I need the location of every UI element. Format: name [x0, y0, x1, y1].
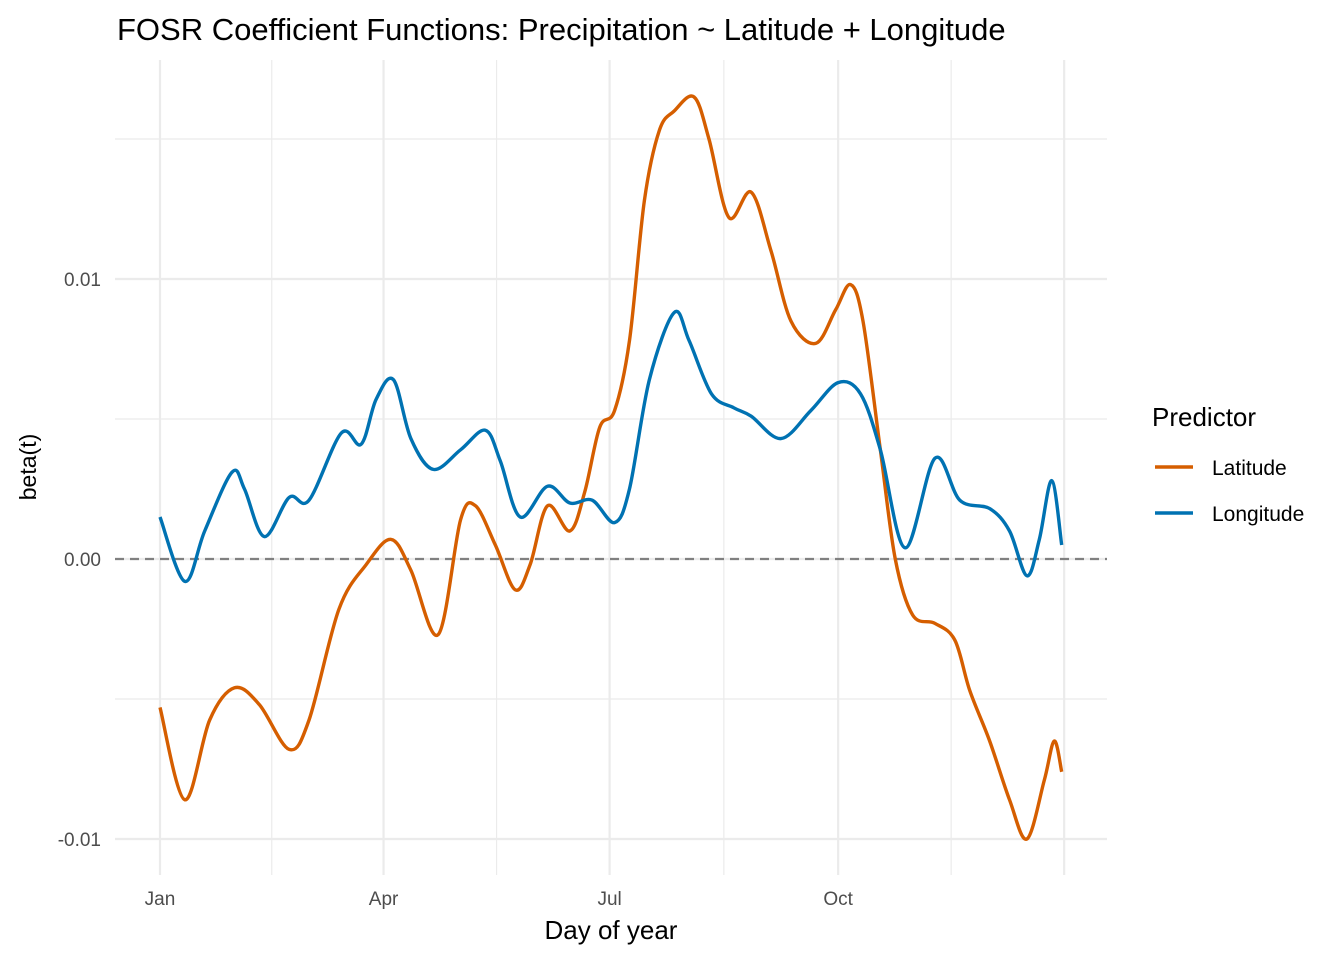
y-tick-label: -0.01: [58, 830, 101, 851]
legend: Predictor Latitude Longitude: [1152, 402, 1304, 526]
grid: [115, 60, 1107, 875]
x-tick-label: Jul: [597, 889, 621, 910]
y-tick-labels: 0.01 0.00 -0.01: [58, 270, 101, 851]
y-tick-label: 0.01: [64, 270, 101, 291]
x-tick-label: Oct: [823, 889, 853, 910]
x-tick-labels: Jan Apr Jul Oct: [145, 889, 854, 910]
series-line-latitude: [158, 94, 1064, 841]
legend-label: Longitude: [1212, 503, 1304, 526]
series-lines: [158, 94, 1064, 841]
series-line-longitude: [158, 309, 1064, 584]
x-tick-label: Jan: [145, 889, 176, 910]
y-axis-label: beta(t): [15, 434, 41, 500]
y-tick-label: 0.00: [64, 550, 101, 571]
x-axis-label: Day of year: [545, 915, 678, 945]
chart-title: FOSR Coefficient Functions: Precipitatio…: [117, 12, 1006, 47]
legend-label: Latitude: [1212, 457, 1287, 480]
x-tick-label: Apr: [369, 889, 399, 910]
legend-title: Predictor: [1152, 402, 1256, 432]
